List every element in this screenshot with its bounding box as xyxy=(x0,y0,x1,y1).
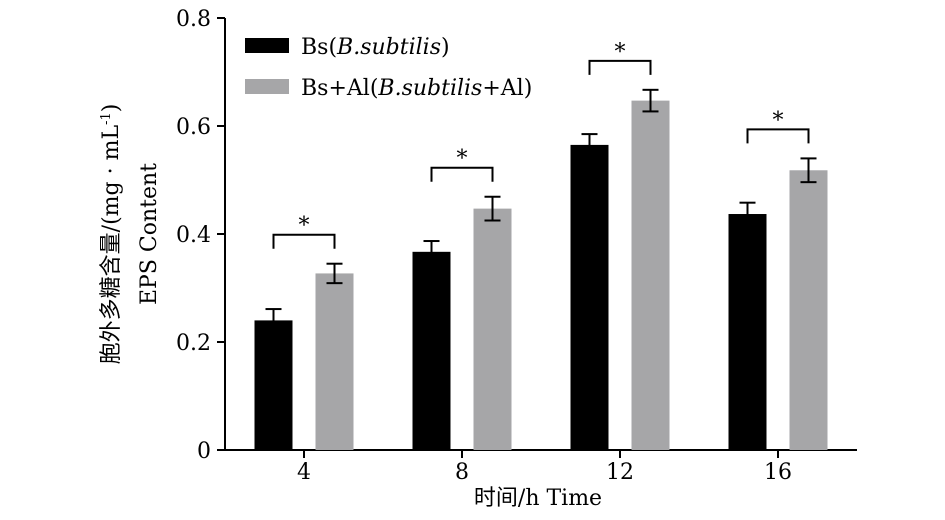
bar-bs-al-12 xyxy=(631,100,670,451)
legend-swatch-bs-al xyxy=(245,79,289,94)
legend-label-part: +Al) xyxy=(482,76,532,101)
bar-bs-al-16 xyxy=(789,170,828,450)
bars xyxy=(254,100,828,451)
significance-star: * xyxy=(773,108,784,133)
y-axis-label-line1: 胞外多糖含量/(mg · mL-1) xyxy=(99,104,124,365)
y-axis-label: 胞外多糖含量/(mg · mL-1) EPS Content xyxy=(99,104,162,365)
legend-label-part: Bs( xyxy=(301,35,337,60)
x-tick-label: 8 xyxy=(455,460,469,485)
bar-bs-8 xyxy=(412,251,451,450)
legend-label-part: B.subtilis xyxy=(377,76,482,101)
legend-label-part: B.subtilis xyxy=(336,35,441,60)
significance-bracket xyxy=(588,59,652,75)
significance-bracket xyxy=(746,128,810,144)
x-tick-label: 12 xyxy=(606,460,634,485)
legend-label-bs: Bs(B.subtilis) xyxy=(301,35,450,60)
x-tick-label: 16 xyxy=(764,460,792,485)
y-tick-label: 0.6 xyxy=(176,115,211,140)
significance-star: * xyxy=(299,214,310,239)
legend-label-bs-al: Bs+Al(B.subtilis+Al) xyxy=(301,76,532,101)
significance-bracket xyxy=(272,233,336,249)
significance-bracket xyxy=(430,166,494,182)
legend-label-part: Bs+Al( xyxy=(301,76,378,101)
significance-star: * xyxy=(457,147,468,172)
y-axis-label-close: ) xyxy=(99,104,124,113)
bar-bs-al-8 xyxy=(473,208,512,450)
significance-star: * xyxy=(615,40,626,65)
legend: Bs(B.subtilis)Bs+Al(B.subtilis+Al) xyxy=(245,35,532,101)
bar-bs-al-4 xyxy=(315,273,354,450)
y-axis-label-main: 胞外多糖含量/(mg · mL xyxy=(99,125,124,365)
error-bars xyxy=(265,88,817,333)
x-ticks: 4 8 12 16 xyxy=(297,450,792,485)
y-axis-label-line2: EPS Content xyxy=(137,163,162,305)
x-axis-label: 时间/h Time xyxy=(474,486,602,511)
x-tick-label: 4 xyxy=(297,460,311,485)
y-tick-label: 0.2 xyxy=(176,331,211,356)
y-tick-label: 0.4 xyxy=(176,223,211,248)
y-axis-label-sup: -1 xyxy=(99,112,114,125)
bar-bs-12 xyxy=(570,144,609,450)
y-tick-label: 0.8 xyxy=(176,7,211,32)
bar-bs-16 xyxy=(728,214,767,450)
bar-bs-4 xyxy=(254,320,293,450)
legend-label-part: ) xyxy=(441,35,450,60)
y-ticks: 0 0.2 0.4 0.6 0.8 xyxy=(176,7,225,464)
significance-brackets: * * * * xyxy=(272,40,810,249)
legend-swatch-bs xyxy=(245,38,289,53)
y-tick-label: 0 xyxy=(197,439,211,464)
